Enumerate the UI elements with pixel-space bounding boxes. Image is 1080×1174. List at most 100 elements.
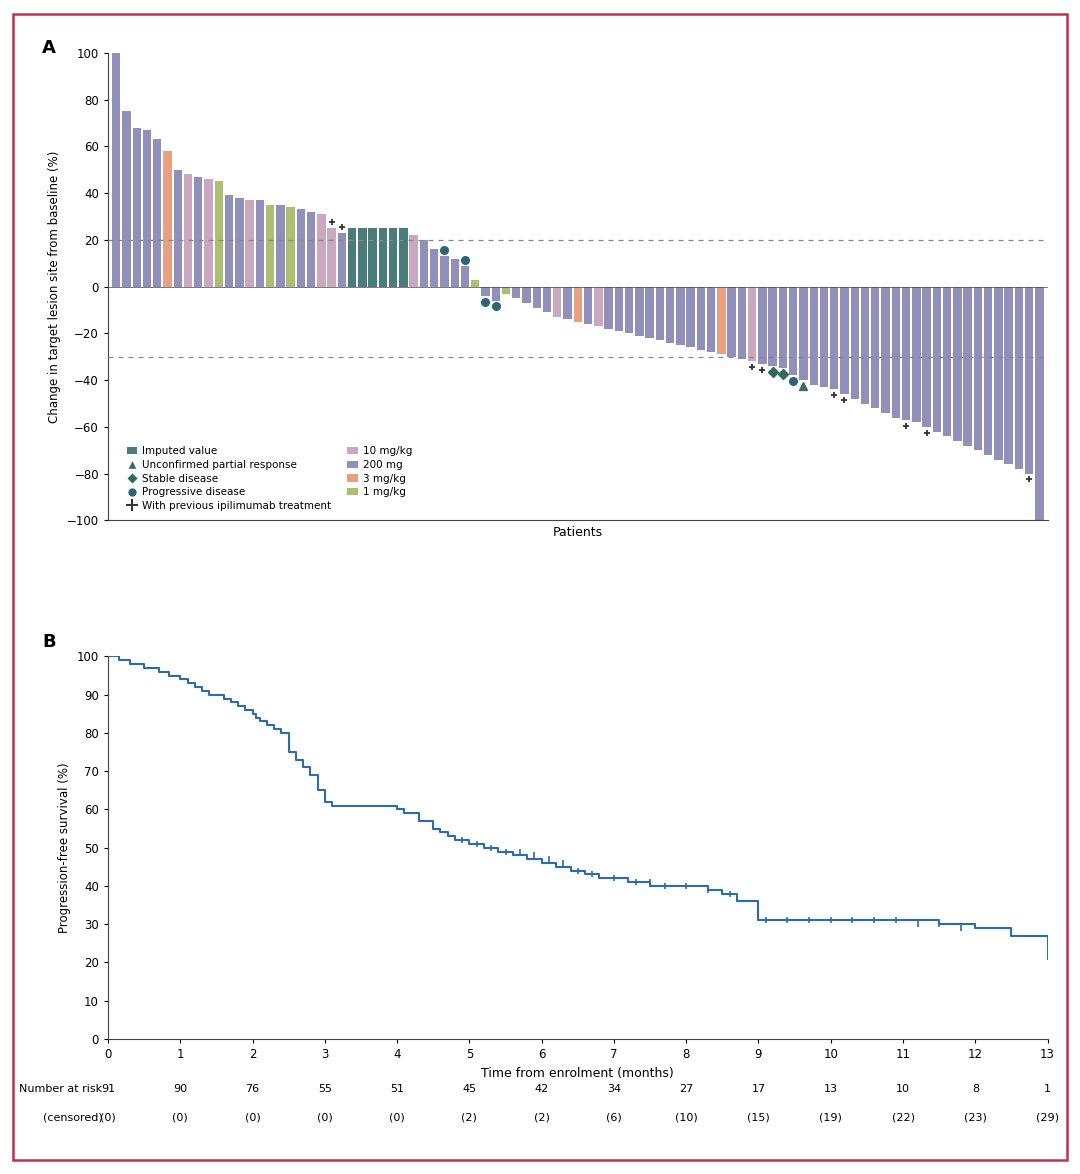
Bar xyxy=(276,204,284,286)
Text: (19): (19) xyxy=(820,1113,842,1122)
Text: A: A xyxy=(42,39,56,56)
Bar xyxy=(266,204,274,286)
Bar xyxy=(532,286,541,308)
Bar xyxy=(943,286,951,437)
Bar xyxy=(215,182,222,286)
Text: 8: 8 xyxy=(972,1085,978,1094)
Bar xyxy=(789,286,797,376)
Bar xyxy=(707,286,715,352)
Bar xyxy=(861,286,869,404)
Text: (2): (2) xyxy=(534,1113,550,1122)
Bar xyxy=(564,286,571,319)
Bar xyxy=(892,286,900,418)
Text: (29): (29) xyxy=(1036,1113,1059,1122)
Bar xyxy=(471,279,480,286)
Bar xyxy=(420,239,428,286)
Bar xyxy=(318,214,325,286)
Text: (0): (0) xyxy=(100,1113,116,1122)
Bar xyxy=(758,286,767,364)
Bar xyxy=(286,207,295,286)
Bar xyxy=(625,286,633,333)
Bar xyxy=(840,286,849,394)
Bar xyxy=(430,249,438,286)
Text: (2): (2) xyxy=(461,1113,477,1122)
Bar xyxy=(368,228,377,286)
Bar xyxy=(605,286,612,329)
Bar xyxy=(769,286,777,366)
Bar xyxy=(573,286,582,322)
Bar xyxy=(338,232,346,286)
Bar xyxy=(512,286,521,298)
Bar xyxy=(666,286,674,343)
Text: Number at risk: Number at risk xyxy=(19,1085,103,1094)
Bar xyxy=(697,286,705,350)
Bar xyxy=(133,128,140,286)
Text: 10: 10 xyxy=(896,1085,910,1094)
Bar xyxy=(245,200,254,286)
Bar xyxy=(297,209,305,286)
Text: (0): (0) xyxy=(389,1113,405,1122)
Bar xyxy=(112,53,120,286)
Bar xyxy=(359,228,366,286)
Text: (10): (10) xyxy=(675,1113,698,1122)
Bar xyxy=(1015,286,1023,468)
Text: 55: 55 xyxy=(318,1085,332,1094)
Bar xyxy=(122,112,131,286)
Bar xyxy=(687,286,694,348)
Y-axis label: Change in target lesion site from baseline (%): Change in target lesion site from baseli… xyxy=(49,150,62,423)
Text: (22): (22) xyxy=(892,1113,915,1122)
Bar xyxy=(1025,286,1034,473)
Text: 34: 34 xyxy=(607,1085,621,1094)
Text: (censored): (censored) xyxy=(43,1113,103,1122)
Bar xyxy=(717,286,726,355)
Bar xyxy=(728,286,735,357)
Bar xyxy=(974,286,982,451)
Text: (0): (0) xyxy=(316,1113,333,1122)
Bar xyxy=(491,286,500,301)
Text: 13: 13 xyxy=(824,1085,838,1094)
Y-axis label: Progression-free survival (%): Progression-free survival (%) xyxy=(58,762,71,933)
Bar xyxy=(348,228,356,286)
Bar xyxy=(902,286,910,420)
Bar xyxy=(225,195,233,286)
Bar xyxy=(779,286,787,369)
Bar xyxy=(584,286,592,324)
Text: 91: 91 xyxy=(100,1085,116,1094)
Bar xyxy=(400,228,407,286)
Bar xyxy=(922,286,931,427)
Bar xyxy=(441,256,448,286)
Bar xyxy=(256,200,264,286)
Text: (15): (15) xyxy=(747,1113,770,1122)
Text: (0): (0) xyxy=(173,1113,188,1122)
Bar xyxy=(143,130,151,286)
Bar xyxy=(502,286,510,294)
Bar xyxy=(799,286,808,380)
Bar xyxy=(872,286,879,409)
Bar xyxy=(748,286,756,362)
Bar xyxy=(235,197,243,286)
Bar xyxy=(204,180,213,286)
Bar xyxy=(646,286,653,338)
Bar xyxy=(656,286,664,340)
Bar xyxy=(153,140,161,286)
Bar xyxy=(676,286,685,345)
Text: 45: 45 xyxy=(462,1085,476,1094)
Bar xyxy=(482,286,489,296)
Bar xyxy=(954,286,961,441)
Bar xyxy=(594,286,603,326)
Bar xyxy=(933,286,941,432)
Bar xyxy=(820,286,828,387)
Bar xyxy=(174,170,181,286)
Text: 90: 90 xyxy=(173,1085,187,1094)
Legend: Imputed value, Unconfirmed partial response, Stable disease, Progressive disease: Imputed value, Unconfirmed partial respo… xyxy=(123,443,416,515)
Bar xyxy=(1036,286,1043,520)
Bar xyxy=(163,151,172,286)
Text: 42: 42 xyxy=(535,1085,549,1094)
Bar xyxy=(851,286,859,399)
Bar xyxy=(810,286,818,385)
Text: 17: 17 xyxy=(752,1085,766,1094)
Bar xyxy=(881,286,890,413)
Bar xyxy=(543,286,551,312)
Bar xyxy=(327,228,336,286)
Text: 76: 76 xyxy=(245,1085,259,1094)
